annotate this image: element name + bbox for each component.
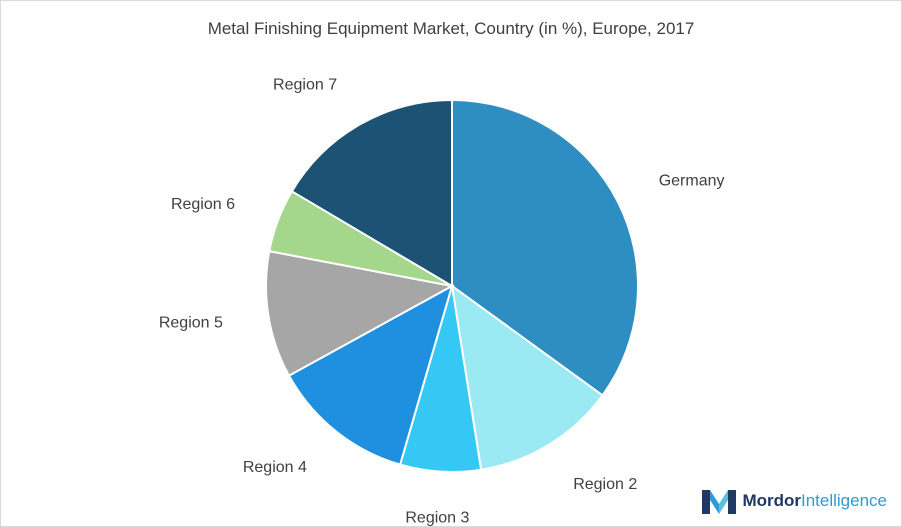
brand-logo: MordorIntelligence	[700, 486, 887, 516]
pie-label-region-7: Region 7	[273, 77, 337, 94]
pie-slice-germany	[451, 98, 639, 397]
pie-label-region-2: Region 2	[573, 476, 637, 493]
pie-label-region-6: Region 6	[171, 196, 235, 213]
brand-name-part1: Mordor	[742, 491, 801, 510]
pie-slice-region-7	[290, 98, 453, 288]
pie-slice-region-4	[287, 283, 454, 466]
chart-title: Metal Finishing Equipment Market, Countr…	[207, 19, 695, 38]
pie-label-region-5: Region 5	[159, 314, 223, 331]
pie-label-germany: Germany	[659, 173, 725, 190]
brand-name-part2: Intelligence	[800, 491, 887, 510]
mordor-logo-icon	[702, 490, 737, 514]
brand-name: MordorIntelligence	[742, 491, 887, 511]
pie-slice-region-5	[265, 249, 455, 377]
pie-label-region-4: Region 4	[243, 459, 307, 476]
pie-label-region-3: Region 3	[405, 510, 469, 527]
pie-slice-region-2	[450, 283, 604, 471]
